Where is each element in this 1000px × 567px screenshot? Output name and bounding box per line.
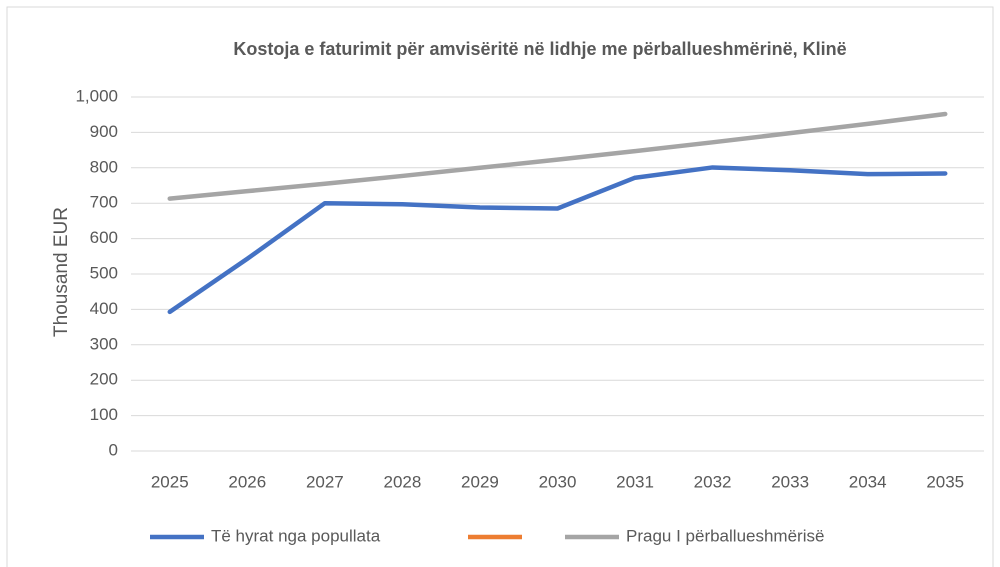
- x-tick-label: 2028: [383, 472, 421, 491]
- y-tick-label: 800: [90, 157, 118, 176]
- x-tick-label: 2030: [539, 472, 577, 491]
- x-tick-label: 2027: [306, 472, 344, 491]
- x-tick-label: 2033: [771, 472, 809, 491]
- y-tick-label: 700: [90, 193, 118, 212]
- y-tick-label: 0: [109, 440, 118, 459]
- x-tick-label: 2025: [151, 472, 189, 491]
- chart-border: [6, 6, 994, 567]
- x-tick-label: 2034: [849, 472, 887, 491]
- y-tick-label: 900: [90, 122, 118, 141]
- y-axis-label: Thousand EUR: [51, 207, 72, 337]
- x-tick-label: 2035: [926, 472, 964, 491]
- y-tick-label: 300: [90, 334, 118, 353]
- series-line: [167, 111, 948, 201]
- series-line: [167, 165, 948, 315]
- chart-title: Kostoja e faturimit për amvisëritë në li…: [233, 39, 846, 59]
- y-tick-label: 400: [90, 299, 118, 318]
- x-tick-label: 2026: [228, 472, 266, 491]
- y-tick-label: 200: [90, 370, 118, 389]
- legend-label: Pragu I përballueshmërisë: [626, 526, 824, 545]
- y-tick-label: 600: [90, 228, 118, 247]
- legend-label: Të hyrat nga popullata: [211, 526, 381, 545]
- x-tick-label: 2032: [694, 472, 732, 491]
- y-tick-label: 1,000: [75, 86, 118, 105]
- y-tick-label: 500: [90, 263, 118, 282]
- y-tick-label: 100: [90, 405, 118, 424]
- x-tick-label: 2029: [461, 472, 499, 491]
- x-tick-label: 2031: [616, 472, 654, 491]
